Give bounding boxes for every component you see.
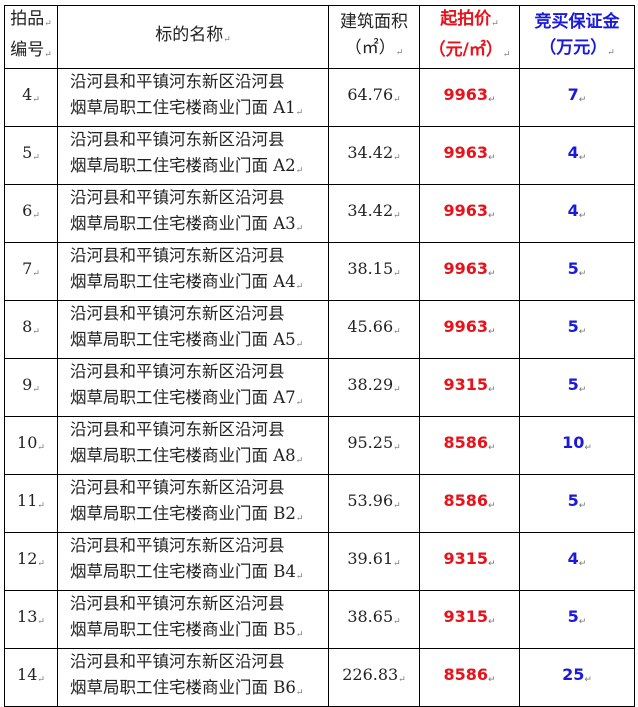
lot-number: 7 — [4, 242, 58, 301]
header-deposit: 竞买保证金 （万元） — [519, 5, 635, 69]
lot-number: 5 — [4, 126, 58, 185]
lot-area: 34.42 — [328, 184, 420, 243]
lot-number: 14 — [4, 648, 58, 707]
lot-price: 9963 — [419, 300, 520, 359]
lot-number: 6 — [4, 184, 58, 243]
lot-price: 9315 — [419, 590, 520, 649]
header-area: 建筑面积 （㎡） — [328, 5, 420, 69]
table-row: 14沿河县和平镇河东新区沿河县烟草局职工住宅楼商业门面 B6226.838586… — [4, 648, 635, 707]
table-row: 11沿河县和平镇河东新区沿河县烟草局职工住宅楼商业门面 B253.9685865 — [4, 474, 635, 533]
lot-price: 9963 — [419, 68, 520, 127]
lot-area: 34.42 — [328, 126, 420, 185]
lot-area: 39.61 — [328, 532, 420, 591]
lot-area: 226.83 — [328, 648, 420, 707]
lot-deposit: 5 — [519, 590, 635, 649]
table-row: 9沿河县和平镇河东新区沿河县烟草局职工住宅楼商业门面 A738.2993155 — [4, 358, 635, 417]
lot-area: 95.25 — [328, 416, 420, 475]
lot-deposit: 4 — [519, 532, 635, 591]
table-row: 4沿河县和平镇河东新区沿河县烟草局职工住宅楼商业门面 A164.7699637 — [4, 68, 635, 127]
table-row: 7沿河县和平镇河东新区沿河县烟草局职工住宅楼商业门面 A438.1599635 — [4, 242, 635, 301]
lot-deposit: 5 — [519, 474, 635, 533]
lot-area: 38.29 — [328, 358, 420, 417]
lot-deposit: 4 — [519, 184, 635, 243]
lot-price: 9315 — [419, 532, 520, 591]
lot-number: 9 — [4, 358, 58, 417]
lot-number: 11 — [4, 474, 58, 533]
lot-name: 沿河县和平镇河东新区沿河县 烟草局职工住宅楼商业门面 A2 — [57, 126, 329, 185]
lot-price: 9963 — [419, 242, 520, 301]
lot-number: 8 — [4, 300, 58, 359]
lot-number: 4 — [4, 68, 58, 127]
lot-number: 13 — [4, 590, 58, 649]
header-lot-no: 拍品编号 — [4, 5, 58, 69]
lot-deposit: 5 — [519, 358, 635, 417]
lot-price: 8586 — [419, 648, 520, 707]
lot-price: 9315 — [419, 358, 520, 417]
lot-deposit: 5 — [519, 242, 635, 301]
table-row: 13沿河县和平镇河东新区沿河县烟草局职工住宅楼商业门面 B538.6593155 — [4, 590, 635, 649]
lot-area: 64.76 — [328, 68, 420, 127]
lot-price: 8586 — [419, 474, 520, 533]
lot-number: 10 — [4, 416, 58, 475]
table-row: 8沿河县和平镇河东新区沿河县烟草局职工住宅楼商业门面 A545.6699635 — [4, 300, 635, 359]
lot-price: 9963 — [419, 184, 520, 243]
lot-deposit: 4 — [519, 126, 635, 185]
lot-name: 沿河县和平镇河东新区沿河县 烟草局职工住宅楼商业门面 B6 — [57, 648, 329, 707]
lot-name: 沿河县和平镇河东新区沿河县 烟草局职工住宅楼商业门面 B4 — [57, 532, 329, 591]
header-row: 拍品编号 标的名称 建筑面积（㎡） 起拍价（元/㎡） 竞买保证金（万元） — [4, 5, 635, 69]
lot-number: 12 — [4, 532, 58, 591]
lot-name: 沿河县和平镇河东新区沿河县 烟草局职工住宅楼商业门面 A1 — [57, 68, 329, 127]
table-row: 12沿河县和平镇河东新区沿河县烟草局职工住宅楼商业门面 B439.6193154 — [4, 532, 635, 591]
lot-price: 8586 — [419, 416, 520, 475]
lot-name: 沿河县和平镇河东新区沿河县 烟草局职工住宅楼商业门面 A4 — [57, 242, 329, 301]
lot-name: 沿河县和平镇河东新区沿河县 烟草局职工住宅楼商业门面 A8 — [57, 416, 329, 475]
lot-price: 9963 — [419, 126, 520, 185]
lot-name: 沿河县和平镇河东新区沿河县 烟草局职工住宅楼商业门面 A7 — [57, 358, 329, 417]
header-name: 标的名称 — [57, 5, 329, 69]
lot-deposit: 7 — [519, 68, 635, 127]
lot-deposit: 10 — [519, 416, 635, 475]
lot-name: 沿河县和平镇河东新区沿河县 烟草局职工住宅楼商业门面 B2 — [57, 474, 329, 533]
lot-name: 沿河县和平镇河东新区沿河县 烟草局职工住宅楼商业门面 A5 — [57, 300, 329, 359]
lot-area: 45.66 — [328, 300, 420, 359]
table-row: 6沿河县和平镇河东新区沿河县烟草局职工住宅楼商业门面 A334.4299634 — [4, 184, 635, 243]
table-row: 5沿河县和平镇河东新区沿河县烟草局职工住宅楼商业门面 A234.4299634 — [4, 126, 635, 185]
lot-name: 沿河县和平镇河东新区沿河县 烟草局职工住宅楼商业门面 A3 — [57, 184, 329, 243]
table-row: 10沿河县和平镇河东新区沿河县烟草局职工住宅楼商业门面 A895.2585861… — [4, 416, 635, 475]
auction-lots-table: 拍品编号 标的名称 建筑面积（㎡） 起拍价（元/㎡） 竞买保证金（万元） 4沿河… — [4, 5, 635, 707]
lot-area: 53.96 — [328, 474, 420, 533]
lot-name: 沿河县和平镇河东新区沿河县 烟草局职工住宅楼商业门面 B5 — [57, 590, 329, 649]
lot-deposit: 5 — [519, 300, 635, 359]
lot-deposit: 25 — [519, 648, 635, 707]
lot-area: 38.65 — [328, 590, 420, 649]
lot-area: 38.15 — [328, 242, 420, 301]
header-price: 起拍价（元/㎡） — [419, 5, 520, 69]
